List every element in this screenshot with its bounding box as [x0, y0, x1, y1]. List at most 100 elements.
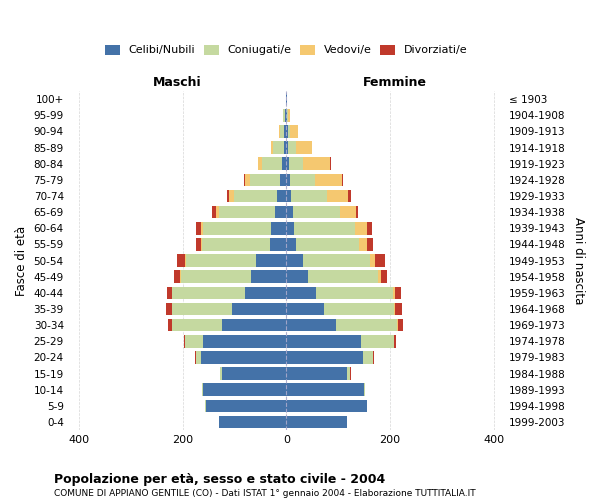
Bar — [290, 174, 316, 186]
Bar — [286, 286, 316, 299]
Bar — [286, 222, 294, 234]
Y-axis label: Anni di nascita: Anni di nascita — [572, 217, 585, 304]
Bar — [271, 222, 286, 234]
Bar — [206, 400, 286, 412]
Bar — [196, 351, 201, 364]
Bar — [256, 254, 286, 267]
Bar — [289, 158, 304, 170]
Bar — [166, 302, 172, 316]
Bar — [203, 384, 286, 396]
Bar — [279, 125, 280, 138]
Bar — [393, 286, 395, 299]
Bar — [284, 142, 286, 154]
Bar — [304, 158, 331, 170]
Bar — [363, 351, 373, 364]
Bar — [294, 222, 355, 234]
Bar — [202, 384, 203, 396]
Bar — [290, 125, 298, 138]
Bar — [293, 206, 340, 218]
Bar — [349, 190, 350, 202]
Bar — [284, 125, 286, 138]
Bar — [196, 238, 201, 250]
Bar — [335, 319, 397, 332]
Bar — [180, 270, 181, 283]
Bar — [361, 335, 394, 347]
Bar — [347, 368, 350, 380]
Bar — [395, 286, 401, 299]
Bar — [285, 109, 286, 122]
Bar — [316, 286, 393, 299]
Bar — [296, 142, 311, 154]
Text: COMUNE DI APPIANO GENTILE (CO) - Dati ISTAT 1° gennaio 2004 - Elaborazione TUTTI: COMUNE DI APPIANO GENTILE (CO) - Dati IS… — [54, 489, 476, 498]
Bar — [185, 254, 186, 267]
Bar — [184, 335, 185, 347]
Bar — [378, 270, 381, 283]
Bar — [201, 351, 286, 364]
Bar — [172, 319, 221, 332]
Bar — [397, 319, 398, 332]
Bar — [286, 319, 335, 332]
Text: Femmine: Femmine — [363, 76, 427, 88]
Bar — [216, 206, 219, 218]
Bar — [251, 270, 286, 283]
Bar — [286, 270, 308, 283]
Bar — [212, 206, 216, 218]
Bar — [274, 142, 284, 154]
Bar — [355, 222, 367, 234]
Bar — [245, 286, 286, 299]
Bar — [286, 302, 323, 316]
Bar — [286, 254, 303, 267]
Bar — [398, 319, 403, 332]
Bar — [370, 254, 376, 267]
Bar — [286, 400, 367, 412]
Bar — [286, 238, 296, 250]
Bar — [277, 190, 286, 202]
Bar — [340, 206, 356, 218]
Bar — [286, 335, 361, 347]
Bar — [202, 238, 270, 250]
Bar — [286, 125, 288, 138]
Bar — [202, 222, 203, 234]
Bar — [219, 206, 275, 218]
Bar — [245, 174, 250, 186]
Text: Maschi: Maschi — [153, 76, 202, 88]
Bar — [259, 158, 262, 170]
Bar — [229, 190, 235, 202]
Bar — [203, 335, 286, 347]
Bar — [394, 335, 396, 347]
Bar — [286, 142, 289, 154]
Legend: Celibi/Nubili, Coniugati/e, Vedovi/e, Divorziati/e: Celibi/Nubili, Coniugati/e, Vedovi/e, Di… — [103, 42, 470, 58]
Bar — [172, 302, 232, 316]
Bar — [367, 222, 372, 234]
Bar — [316, 174, 342, 186]
Bar — [244, 174, 245, 186]
Bar — [327, 190, 349, 202]
Bar — [308, 270, 378, 283]
Bar — [221, 368, 286, 380]
Bar — [250, 174, 280, 186]
Bar — [282, 158, 286, 170]
Bar — [271, 142, 274, 154]
Bar — [323, 302, 394, 316]
Bar — [280, 125, 284, 138]
Bar — [167, 286, 172, 299]
Bar — [280, 174, 286, 186]
Bar — [359, 238, 367, 250]
Bar — [220, 368, 221, 380]
Y-axis label: Fasce di età: Fasce di età — [15, 226, 28, 296]
Bar — [221, 319, 286, 332]
Bar — [185, 335, 203, 347]
Bar — [292, 190, 327, 202]
Bar — [275, 206, 286, 218]
Bar — [394, 302, 395, 316]
Bar — [296, 238, 359, 250]
Bar — [219, 416, 286, 428]
Bar — [286, 109, 287, 122]
Bar — [289, 109, 290, 122]
Bar — [172, 286, 245, 299]
Bar — [178, 254, 185, 267]
Bar — [194, 351, 196, 364]
Bar — [262, 158, 282, 170]
Bar — [367, 238, 373, 250]
Bar — [283, 109, 285, 122]
